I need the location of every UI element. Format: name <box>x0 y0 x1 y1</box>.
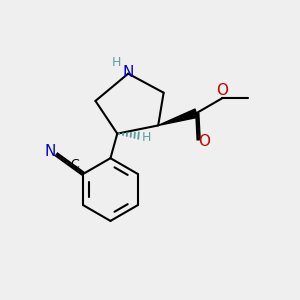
Text: N: N <box>45 144 56 159</box>
Text: O: O <box>198 134 210 149</box>
Text: O: O <box>216 83 228 98</box>
Text: H: H <box>112 56 122 69</box>
Text: N: N <box>122 65 134 80</box>
Text: H: H <box>142 131 151 144</box>
Polygon shape <box>158 109 198 125</box>
Text: C: C <box>71 158 80 171</box>
